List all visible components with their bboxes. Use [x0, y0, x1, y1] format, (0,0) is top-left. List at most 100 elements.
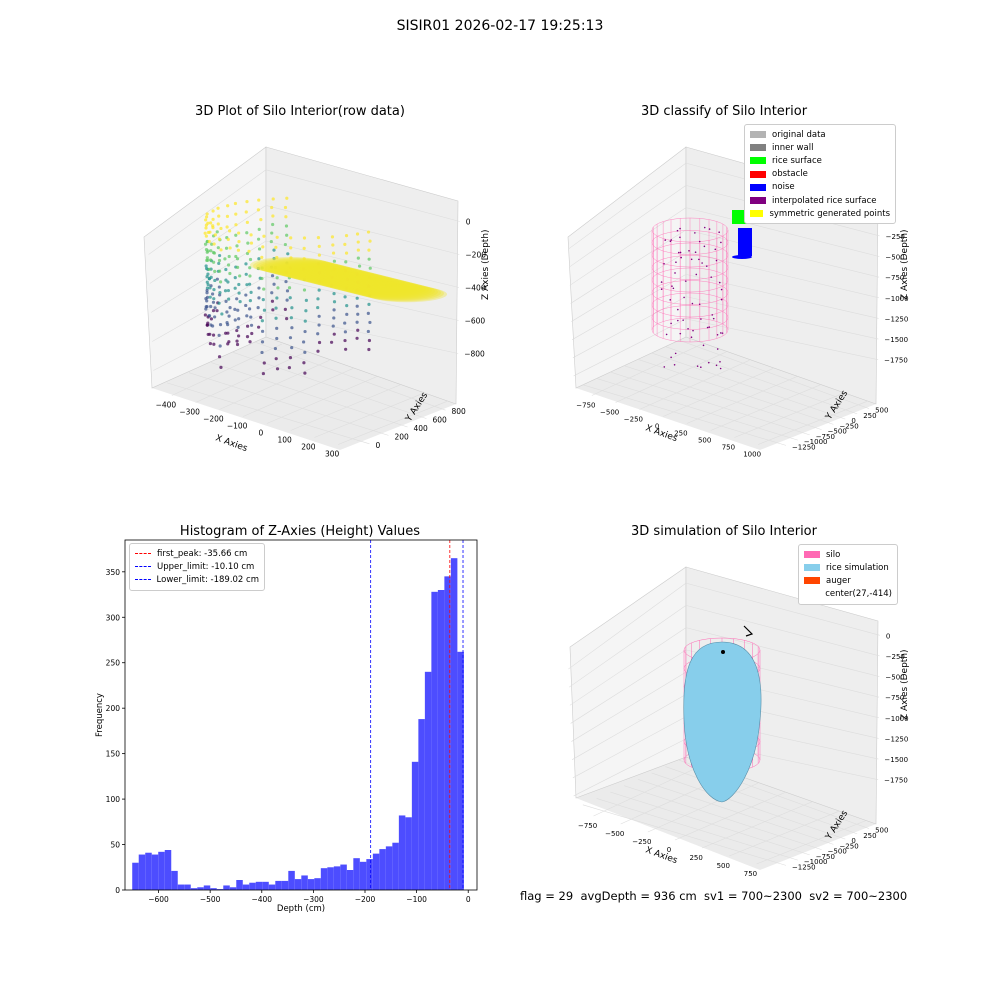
raw-point	[226, 331, 230, 335]
raw-point	[244, 262, 248, 266]
classify-y-gridline	[596, 378, 798, 441]
raw-point	[235, 257, 240, 261]
classify-x-tick-label: 750	[722, 444, 735, 452]
raw-point	[260, 255, 264, 260]
histogram-bar	[294, 879, 302, 890]
raw-point	[235, 328, 239, 333]
raw-point	[368, 320, 372, 325]
raw-point	[216, 222, 220, 226]
raw-point	[234, 223, 238, 227]
raw-point	[302, 277, 307, 282]
raw-surface-point	[283, 265, 363, 282]
raw-point	[344, 260, 348, 264]
histogram-bar	[236, 880, 243, 890]
raw-point	[274, 316, 278, 320]
raw-point	[367, 347, 371, 352]
histogram-bar	[327, 867, 334, 890]
classify-x-gridline	[615, 351, 726, 403]
legend-label: center(27,-414)	[825, 589, 892, 600]
classify-interpolated-point	[671, 285, 673, 287]
raw-point	[316, 236, 321, 240]
raw-point	[345, 303, 349, 308]
raw-surface-point	[349, 281, 429, 298]
raw-point	[288, 356, 293, 360]
raw-z-tick-label: −800	[464, 350, 485, 359]
classify-interpolated-point	[715, 259, 718, 262]
classify-interpolated-point	[695, 273, 698, 276]
classify-interpolated-point	[690, 258, 693, 261]
histogram-bar	[353, 858, 360, 890]
raw-point	[284, 215, 288, 219]
raw-point	[212, 342, 216, 346]
histogram-bar	[418, 719, 425, 890]
raw-x-tick-label: 300	[325, 450, 340, 459]
raw-point	[285, 298, 289, 302]
raw-point	[270, 231, 274, 235]
raw-point	[269, 239, 273, 244]
raw-point	[329, 283, 334, 288]
raw-surface-point	[355, 283, 435, 300]
raw-x-tick-label: −100	[227, 422, 248, 431]
raw-point	[302, 340, 306, 344]
raw-point	[244, 210, 248, 214]
classify-z-gridline	[568, 185, 687, 268]
sim-y-tick-label: −500	[828, 848, 847, 856]
raw-z-gridline	[149, 205, 267, 284]
sim-y-tick-label: −250	[839, 842, 858, 850]
raw-point	[217, 237, 222, 241]
raw-point	[262, 287, 266, 291]
raw-point	[245, 283, 249, 287]
classify-interpolated-point	[692, 329, 694, 332]
raw-point	[213, 278, 217, 283]
raw-point	[209, 221, 213, 225]
raw-point	[366, 230, 371, 234]
raw-point	[226, 237, 230, 242]
legend-label: rice simulation	[826, 562, 889, 573]
raw-point	[245, 200, 249, 204]
histogram-y-tick-label: 200	[106, 704, 121, 713]
classify-z-gridline	[685, 229, 880, 278]
histogram-x-tick-label: −500	[200, 895, 221, 904]
raw-point	[219, 226, 223, 231]
raw-point	[204, 218, 208, 222]
classify-interpolated-point	[663, 366, 666, 368]
raw-y-tick-label: 600	[433, 416, 448, 425]
classify-interpolated-point	[663, 263, 665, 265]
classify-plot-title: 3D classify of Silo Interior	[640, 104, 808, 119]
classify-x-tick-label: −500	[600, 409, 619, 417]
raw-point	[245, 231, 249, 235]
raw-point	[203, 313, 207, 317]
raw-point	[367, 257, 371, 261]
classify-interpolated-point	[683, 296, 685, 299]
raw-point	[318, 279, 322, 283]
classify-interpolated-point	[698, 303, 701, 306]
raw-point	[226, 263, 231, 267]
raw-point	[275, 336, 279, 341]
raw-x-gridline	[314, 392, 425, 438]
classify-z-tick-label: −1500	[884, 336, 908, 344]
raw-point	[205, 288, 209, 293]
raw-surface-point	[322, 275, 402, 291]
legend-swatch	[804, 551, 820, 559]
classify-y-tick-label: 250	[863, 412, 876, 420]
raw-point	[257, 198, 261, 202]
classify-x-tick-label: 0	[655, 423, 659, 431]
sim-y-tick-label: 250	[863, 832, 876, 840]
raw-x-tick-label: 200	[301, 443, 316, 452]
raw-point	[245, 334, 250, 339]
legend-label: obstacle	[772, 169, 808, 180]
classify-noise-ring	[732, 255, 752, 259]
raw-point	[356, 312, 360, 316]
classify-interpolated-point	[674, 272, 676, 274]
raw-point	[276, 286, 280, 290]
raw-point	[256, 306, 260, 310]
raw-point	[245, 220, 249, 224]
raw-surface-point	[289, 266, 369, 283]
raw-surface-point	[250, 257, 330, 273]
raw-point	[274, 306, 278, 310]
raw-point	[275, 367, 280, 371]
histogram-bar	[255, 881, 263, 890]
legend-swatch	[750, 183, 766, 191]
classify-z-gridline	[685, 251, 879, 299]
raw-point	[249, 241, 254, 245]
